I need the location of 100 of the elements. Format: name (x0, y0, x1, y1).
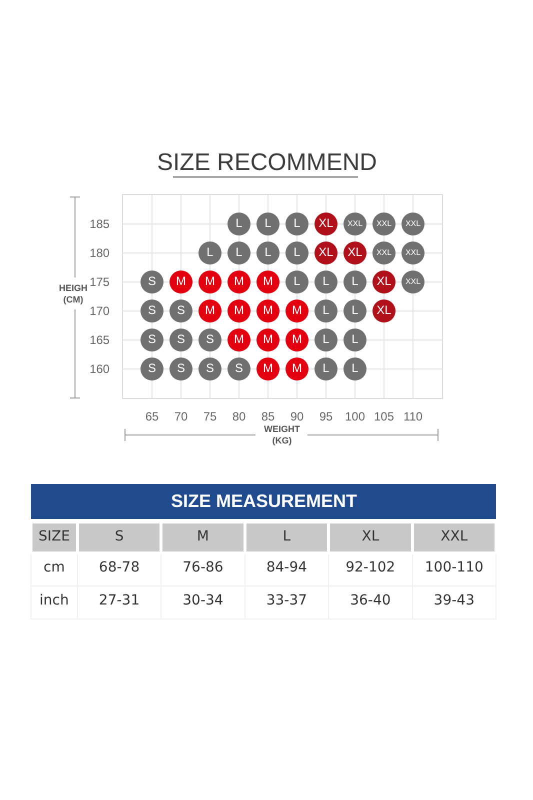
text: 76-86 (182, 560, 224, 576)
text: 100-110 (424, 560, 484, 576)
text: M (205, 303, 215, 317)
text: XL (376, 274, 392, 288)
text: S (206, 332, 214, 346)
text: S (176, 303, 186, 317)
text: M (263, 303, 273, 317)
point (256, 212, 280, 236)
series-label: S (148, 274, 156, 288)
text: M (292, 361, 302, 375)
text: S (176, 332, 186, 346)
category-label: S (114, 528, 124, 544)
category-label: XXL (440, 528, 468, 544)
point (228, 212, 250, 236)
y-tick-label: 160 (90, 362, 110, 376)
text: M (292, 332, 302, 346)
text: S (234, 361, 244, 375)
point (228, 242, 250, 264)
text: S (176, 361, 186, 375)
text: L (206, 245, 214, 259)
text: M (205, 274, 215, 288)
point (286, 270, 308, 294)
y-tick-label: 165 (90, 333, 110, 348)
text: 30-34 (182, 592, 224, 608)
text: XL (318, 245, 334, 259)
text: M (234, 332, 244, 346)
text: 36-40 (350, 592, 391, 608)
text: L (352, 361, 358, 375)
text: L (322, 274, 330, 288)
category-label: M (196, 528, 210, 544)
x-tick-label: 75 (203, 409, 217, 424)
text: L (352, 332, 358, 346)
text: L (264, 216, 272, 230)
text: S (148, 332, 156, 346)
x-tick-label: 100 (344, 409, 366, 424)
text: S (148, 361, 156, 375)
x-tick-label: 80 (232, 409, 246, 424)
point (286, 242, 308, 264)
text: L (264, 245, 272, 259)
point (314, 270, 338, 294)
point (344, 358, 366, 380)
text: 33-37 (266, 592, 308, 608)
text: M (263, 361, 273, 375)
point (344, 328, 366, 352)
text: L (352, 274, 358, 288)
x-tick-label: 95 (319, 409, 333, 424)
category-label: cm (44, 560, 65, 576)
x-tick-label: 105 (374, 409, 394, 424)
text: 68-78 (98, 560, 140, 576)
y-tick-label: 185 (90, 217, 110, 232)
series-label: L (294, 274, 301, 288)
text: 27-31 (98, 592, 140, 608)
text: XXL (405, 219, 421, 228)
y-tick-label: 175 (90, 275, 110, 290)
text: S (206, 361, 214, 375)
text: L (322, 332, 330, 346)
point (314, 358, 338, 380)
text: M (292, 303, 302, 317)
category-label: XL (362, 528, 380, 544)
text: 84-94 (266, 560, 308, 576)
point (256, 242, 280, 264)
text: XL (376, 303, 392, 317)
x-tick-label: 70 (174, 409, 188, 424)
series-label: M (263, 274, 273, 288)
text: XXL (376, 219, 392, 228)
text: M (234, 303, 244, 317)
text: L (322, 361, 330, 375)
x-tick-label: 110 (403, 409, 423, 424)
text: L (322, 303, 330, 317)
x-tick-label: 85 (261, 409, 275, 424)
text: XXL (405, 248, 421, 257)
series-label: XL (318, 216, 334, 230)
text: SIZE (38, 528, 70, 544)
text: S (148, 303, 156, 317)
text: 92-102 (346, 560, 396, 576)
point (314, 300, 338, 322)
point (198, 242, 222, 264)
text: XXL (405, 277, 421, 286)
text: SIZE MEASUREMENT (171, 491, 358, 511)
category-label: L (282, 528, 291, 544)
point (344, 300, 366, 322)
text: XXL (376, 248, 392, 257)
x-tick-label: 65 (145, 409, 159, 424)
x-axis-title: WEIGHT (KG) (264, 424, 300, 446)
text: L (236, 245, 242, 259)
x-tick-label: 90 (290, 409, 304, 424)
y-axis-title: HEIGH (CM) (59, 283, 88, 305)
y-tick-label: 170 (90, 304, 110, 318)
text: L (294, 245, 300, 259)
text: L (236, 216, 242, 230)
point (344, 270, 366, 294)
y-tick-label: 180 (90, 246, 110, 260)
chart-title: SIZE RECOMMEND (157, 149, 378, 176)
text: L (352, 303, 358, 317)
point (286, 212, 308, 236)
point (314, 328, 338, 352)
text: M (176, 274, 186, 288)
text: 39-43 (434, 592, 474, 608)
text: M (263, 332, 273, 346)
category-label: inch (40, 592, 69, 608)
